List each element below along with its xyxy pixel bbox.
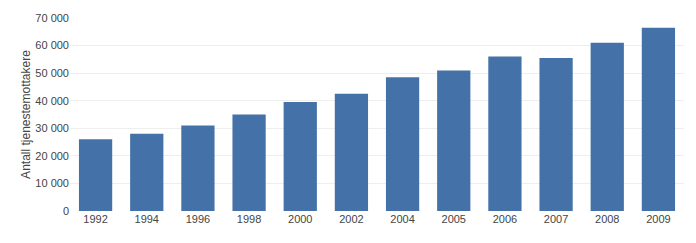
svg-text:1998: 1998: [237, 213, 261, 225]
svg-text:60 000: 60 000: [35, 39, 69, 51]
svg-text:1992: 1992: [83, 213, 107, 225]
svg-text:40 000: 40 000: [35, 95, 69, 107]
svg-text:Antall tjenestemottakere: Antall tjenestemottakere: [19, 50, 33, 179]
svg-text:50 000: 50 000: [35, 67, 69, 79]
svg-text:2000: 2000: [288, 213, 312, 225]
svg-text:2006: 2006: [493, 213, 517, 225]
svg-text:2007: 2007: [544, 213, 568, 225]
svg-text:70 000: 70 000: [35, 12, 69, 24]
svg-text:10 000: 10 000: [35, 177, 69, 189]
svg-text:2004: 2004: [390, 213, 414, 225]
svg-text:0: 0: [63, 205, 69, 217]
svg-text:2005: 2005: [442, 213, 466, 225]
svg-text:2009: 2009: [646, 213, 670, 225]
svg-text:2008: 2008: [595, 213, 619, 225]
svg-text:20 000: 20 000: [35, 150, 69, 162]
svg-text:1996: 1996: [186, 213, 210, 225]
svg-text:30 000: 30 000: [35, 122, 69, 134]
svg-text:2002: 2002: [339, 213, 363, 225]
svg-text:1994: 1994: [135, 213, 159, 225]
